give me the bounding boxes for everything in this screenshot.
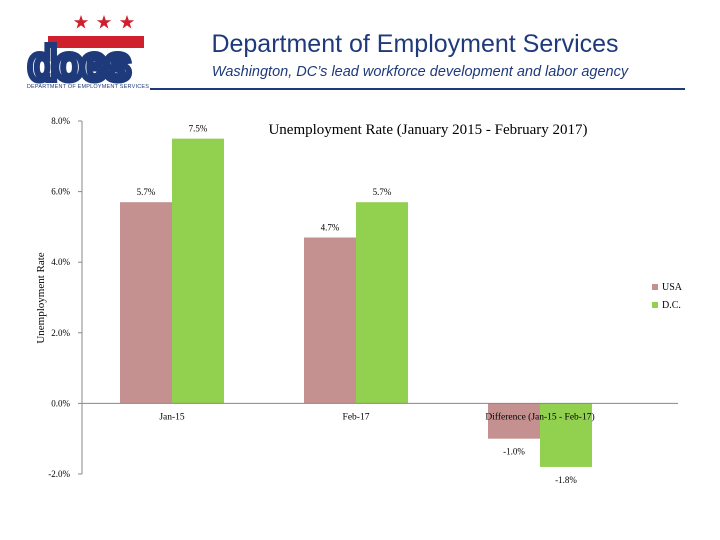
y-axis-label: Unemployment Rate: [35, 252, 47, 343]
bar-dc: [540, 403, 592, 467]
data-label: -1.0%: [503, 447, 525, 457]
does-logo: does: [26, 15, 144, 94]
y-tick-label: 6.0%: [51, 187, 70, 197]
legend: USA D.C.: [652, 282, 683, 311]
bar-usa: [304, 237, 356, 404]
legend-swatch: [652, 284, 658, 290]
bar-usa: [120, 202, 172, 404]
y-tick-label: 0.0%: [51, 398, 70, 408]
legend-label: USA: [662, 282, 683, 293]
logo-subtext: DEPARTMENT OF EMPLOYMENT SERVICES: [26, 84, 150, 90]
bar-dc: [356, 202, 408, 404]
data-label: 7.5%: [189, 124, 208, 134]
legend-label: D.C.: [662, 300, 681, 311]
data-label: 5.7%: [137, 187, 156, 197]
org-title: Department of Employment Services: [211, 30, 619, 58]
data-label: 5.7%: [373, 187, 392, 197]
bar-dc: [172, 138, 224, 404]
axes: 8.0% 6.0% 4.0% 2.0% 0.0% -2.0% Jan-15 Feb-17 Dif…: [48, 116, 678, 479]
y-tick-label: 8.0%: [51, 116, 70, 126]
logo-text: does: [28, 38, 129, 91]
y-tick-label: 4.0%: [51, 257, 70, 267]
x-category-label: Difference (Jan-15 - Feb-17): [485, 411, 594, 422]
y-tick-label: -2.0%: [48, 469, 70, 479]
y-tick-label: 2.0%: [51, 328, 70, 338]
x-category-label: Feb-17: [343, 412, 370, 422]
legend-swatch: [652, 302, 658, 308]
data-label: -1.8%: [555, 475, 577, 485]
x-category-label: Jan-15: [159, 412, 185, 422]
header-rule: [150, 88, 685, 90]
bar-usa: [488, 403, 540, 439]
chart-title: Unemployment Rate (January 2015 - Februa…: [268, 122, 587, 138]
data-label: 4.7%: [321, 222, 340, 232]
bars: 5.7% 7.5% 4.7% 5.7% -1.0% -1.8%: [120, 124, 592, 485]
star-icon: [73, 15, 135, 29]
org-tagline: Washington, DC’s lead workforce developm…: [211, 64, 629, 80]
